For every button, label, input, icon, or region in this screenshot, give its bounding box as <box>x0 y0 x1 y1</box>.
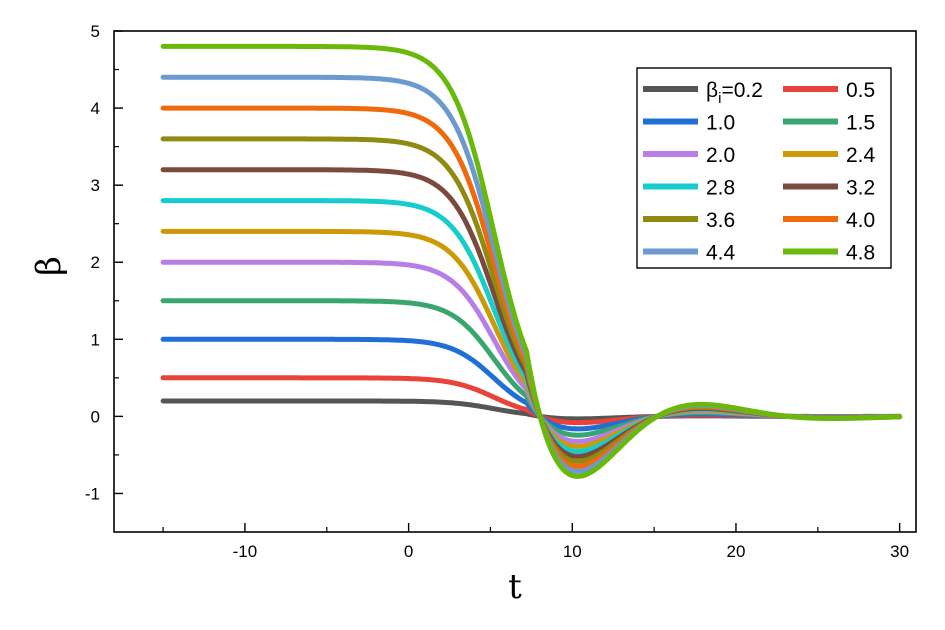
x-tick-label: 0 <box>404 542 413 561</box>
x-tick-label: 10 <box>563 542 582 561</box>
legend-label: 4.4 <box>706 242 736 265</box>
x-tick-label: -10 <box>233 542 258 561</box>
series-lines <box>160 43 903 479</box>
legend-label: 1.0 <box>706 112 735 135</box>
legend-label: 3.6 <box>706 209 735 232</box>
legend-label: 2.4 <box>846 144 876 167</box>
legend-label: 4.0 <box>846 209 875 232</box>
legend: βi=0.2 0.5 1.0 1.5 2.0 2.4 2.8 3.2 3.6 4.0 4.4 4.8 <box>636 67 892 269</box>
legend-label: 3.2 <box>846 177 875 200</box>
legend-box <box>636 67 892 269</box>
y-tick-label: 3 <box>91 176 100 195</box>
x-axis-title: t <box>508 567 522 607</box>
x-tick-label: 20 <box>726 542 745 561</box>
y-axis: -1 0 1 2 3 4 5 <box>85 22 123 503</box>
y-axis-title: β <box>29 256 69 276</box>
plot-frame <box>113 30 917 533</box>
x-tick-label: 30 <box>890 542 909 561</box>
y-tick-label: 5 <box>91 22 100 41</box>
legend-label: βi=0.2 <box>706 79 763 107</box>
y-tick-label: 1 <box>91 330 100 349</box>
legend-label: 4.8 <box>846 242 875 265</box>
legend-label: 1.5 <box>846 112 875 135</box>
legend-label: 0.5 <box>846 79 875 102</box>
legend-label: 2.8 <box>706 177 735 200</box>
y-tick-label: -1 <box>85 484 100 503</box>
series-line-4.8 <box>160 43 903 479</box>
legend-label: 2.0 <box>706 144 735 167</box>
y-tick-label: 4 <box>91 99 100 118</box>
y-tick-label: 0 <box>91 407 100 426</box>
y-tick-label: 2 <box>91 253 100 272</box>
x-axis: -10 0 10 20 30 <box>162 523 909 561</box>
